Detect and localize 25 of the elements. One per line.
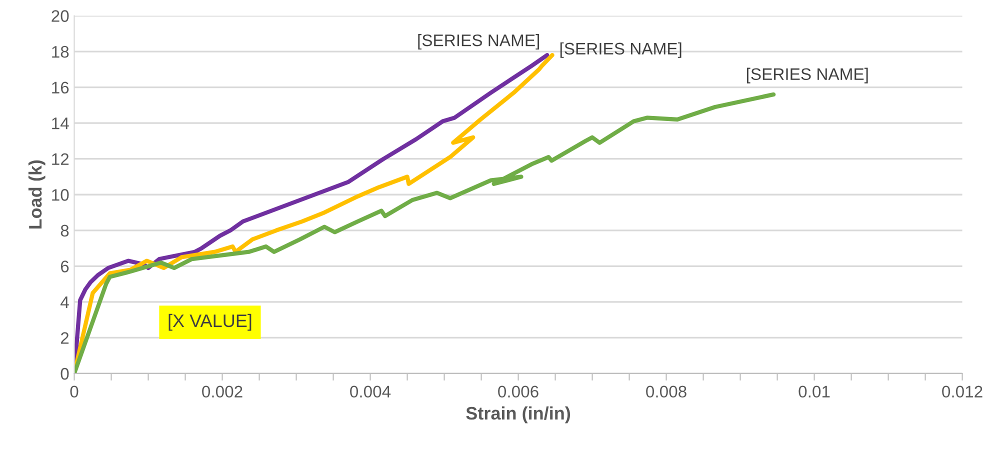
x-tick-label: 0.012	[942, 386, 982, 398]
y-tick-label: 6	[60, 260, 69, 272]
y-tick-label: 8	[60, 224, 69, 237]
y-axis-title: Load (k)	[28, 160, 46, 229]
y-tick-label: 18	[52, 46, 69, 58]
y-tick-label: 4	[60, 296, 69, 308]
annotation: [X VALUE]	[168, 314, 252, 331]
x-tick-label: 0.004	[350, 386, 391, 398]
x-tick-label: 0	[70, 386, 78, 398]
x-tick-label: 0.01	[798, 386, 830, 398]
y-tick-label: 12	[52, 153, 69, 165]
x-tick-label: 0.006	[498, 386, 538, 398]
x-axis-title: Strain (in/in)	[466, 406, 570, 424]
x-tick-label: 0.008	[646, 386, 686, 398]
line-series	[74, 92, 776, 374]
y-tick-label: 20	[52, 10, 69, 22]
y-tick-label: 10	[52, 189, 69, 201]
series-label: [SERIES NAME]	[746, 68, 868, 84]
y-tick-label: 14	[52, 118, 69, 130]
series-label: [SERIES NAME]	[560, 42, 682, 58]
y-tick-label: 16	[52, 82, 69, 94]
y-tick-label: 2	[60, 332, 69, 344]
series-label: [SERIES NAME]	[418, 34, 539, 50]
x-tick-label: 0.002	[202, 386, 242, 398]
y-tick-label: 0	[60, 368, 69, 380]
